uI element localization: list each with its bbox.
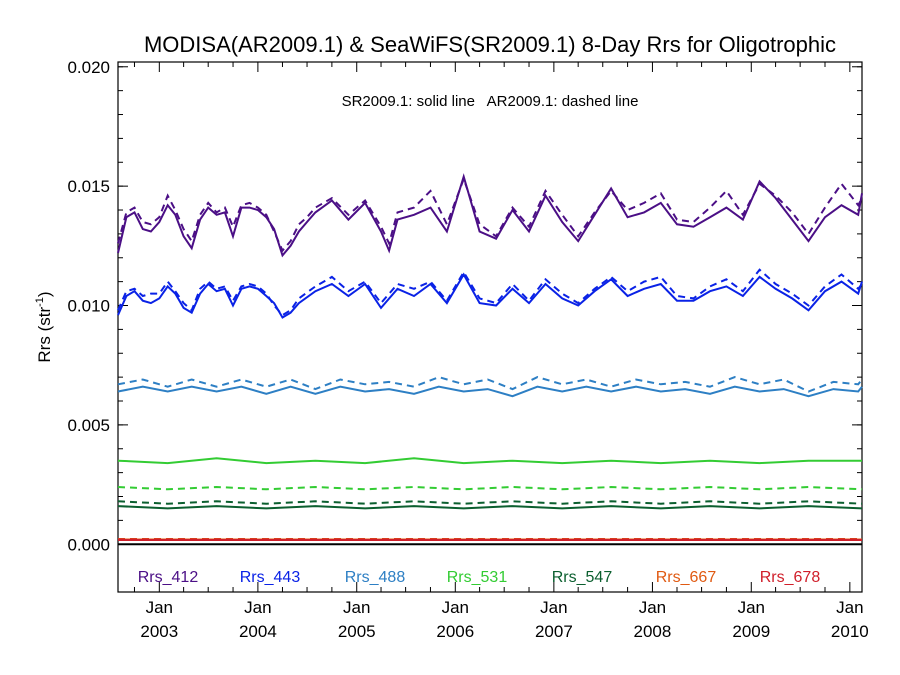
x-tick-month-label: Jan [540, 598, 567, 617]
rrs-488-solid-line [117, 385, 863, 398]
rrs-412-solid-line [117, 173, 863, 258]
rrs-443-dashed-line [117, 268, 863, 317]
y-tick-label: 0.005 [67, 416, 110, 435]
x-tick-year-label: 2008 [634, 622, 672, 641]
rrs-531-solid-line [117, 457, 862, 465]
legend: Rrs_412 Rrs_443 Rrs_488 Rrs_531 Rrs_547 Rrs_6… [138, 569, 821, 586]
x-tick-year-label: 2007 [535, 622, 573, 641]
y-tick-label: 0.015 [67, 177, 110, 196]
x-tick-month-label: Jan [738, 598, 765, 617]
x-tick-year-label: 2003 [140, 622, 178, 641]
x-tick-month-label: Jan [639, 598, 666, 617]
chart-title: MODISA(AR2009.1) & SeaWiFS(SR2009.1) 8-D… [144, 32, 836, 57]
line-style-note: SR2009.1: solid line AR2009.1: dashed li… [342, 93, 639, 110]
x-tick-year-label: 2006 [436, 622, 474, 641]
x-tick-year-label: 2005 [338, 622, 376, 641]
legend-rrs-667: Rrs_667 [656, 569, 717, 586]
x-tick-month-label: Jan [244, 598, 271, 617]
x-tick-month-label: Jan [343, 598, 370, 617]
y-tick-label: 0.010 [67, 297, 110, 316]
y-axis-label-sup: -1 [34, 297, 46, 307]
rrs-547-dashed-line [117, 500, 863, 505]
rrs-412-dashed-line [117, 176, 863, 253]
y-axis-label-main: Rrs (str [35, 307, 54, 363]
y-tick-label: 0.000 [67, 535, 110, 554]
x-tick-year-label: 2009 [732, 622, 770, 641]
rrs-443-solid-line [117, 272, 863, 319]
x-tick-year-label: 2004 [239, 622, 277, 641]
rrs-547-solid-line [117, 505, 863, 510]
x-axis-ticks: Jan 2003 Jan 2004 Jan 2005 Jan 2006 Jan 2007 Jan 20… [133, 62, 869, 641]
series-lines [117, 173, 863, 546]
y-tick-label: 0.020 [67, 58, 110, 77]
legend-rrs-678: Rrs_678 [760, 569, 821, 586]
legend-rrs-443: Rrs_443 [240, 569, 301, 586]
y-axis-label-close: ) [35, 291, 54, 297]
rrs-531-dashed-line [117, 485, 863, 491]
legend-rrs-547: Rrs_547 [552, 569, 613, 586]
legend-rrs-488: Rrs_488 [345, 569, 406, 586]
plot-frame [117, 61, 863, 593]
x-tick-year-label: 2010 [831, 622, 869, 641]
rrs-488-dashed-line [117, 376, 863, 393]
legend-rrs-531: Rrs_531 [447, 569, 508, 586]
x-tick-month-label: Jan [442, 598, 469, 617]
x-tick-month-label: Jan [836, 598, 863, 617]
legend-rrs-412: Rrs_412 [138, 569, 199, 586]
y-axis-ticks: 0.000 0.005 0.010 0.015 0.020 [67, 58, 862, 554]
x-tick-month-label: Jan [146, 598, 173, 617]
y-axis-label: Rrs (str-1) [34, 291, 54, 362]
